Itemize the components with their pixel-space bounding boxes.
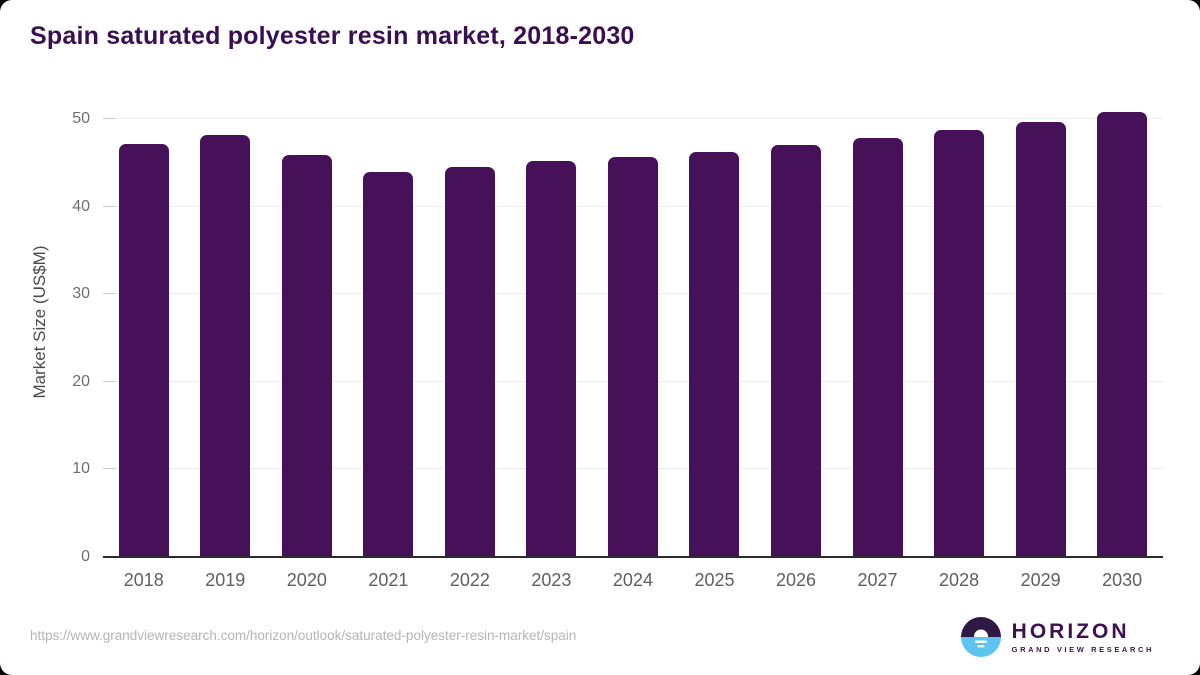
chart-title: Spain saturated polyester resin market, … bbox=[30, 22, 635, 50]
bar-2018[interactable] bbox=[118, 143, 169, 557]
bar-2025[interactable] bbox=[689, 152, 740, 557]
bar-2028[interactable] bbox=[934, 130, 985, 557]
x-tick-label-2027: 2027 bbox=[857, 570, 898, 590]
x-tick-label-2028: 2028 bbox=[939, 570, 980, 590]
horizon-logo-subtitle: GRAND VIEW RESEARCH bbox=[1011, 644, 1154, 654]
x-tick-label-2018: 2018 bbox=[123, 570, 164, 590]
x-tick-label-2026: 2026 bbox=[775, 570, 817, 590]
plot-area bbox=[103, 112, 1163, 558]
bar-column-2024 bbox=[592, 119, 674, 557]
x-tick-label-2024: 2024 bbox=[612, 570, 653, 590]
bar-2022[interactable] bbox=[444, 167, 495, 557]
horizon-logo-name: HORIZON bbox=[1011, 619, 1130, 643]
bar-2027[interactable] bbox=[852, 138, 903, 557]
bar-2024[interactable] bbox=[607, 156, 658, 557]
y-axis-tick-50 bbox=[103, 118, 115, 119]
x-axis-line bbox=[103, 556, 1163, 558]
x-tick-label-2022: 2022 bbox=[449, 570, 490, 590]
y-axis-tick-labels: 0 10 20 30 40 50 bbox=[0, 110, 90, 565]
x-tick-label-2023: 2023 bbox=[531, 570, 572, 590]
y-axis-tick-40 bbox=[103, 205, 115, 207]
bar-column-2025 bbox=[674, 119, 756, 557]
x-tick-label-2020: 2020 bbox=[286, 570, 327, 590]
x-tick-label-2019: 2019 bbox=[205, 570, 246, 590]
y-tick-label-0: 0 bbox=[81, 548, 90, 565]
horizon-logo-text: HORIZON GRAND VIEW RESEARCH bbox=[1011, 619, 1154, 654]
y-tick-label-30: 30 bbox=[72, 285, 90, 303]
bar-column-2019 bbox=[185, 119, 267, 557]
bar-2026[interactable] bbox=[771, 145, 822, 557]
x-tick-label-2029: 2029 bbox=[1020, 570, 1061, 590]
x-tick-label-2030: 2030 bbox=[1102, 570, 1143, 590]
bar-column-2026 bbox=[755, 119, 837, 557]
horizon-logo: HORIZON GRAND VIEW RESEARCH bbox=[959, 615, 1154, 659]
bar-column-2030 bbox=[1081, 112, 1163, 557]
bar-2030[interactable] bbox=[1097, 112, 1148, 557]
source-url: https://www.grandviewresearch.com/horizo… bbox=[30, 628, 577, 643]
bar-column-2023 bbox=[511, 119, 593, 557]
bar-column-2028 bbox=[918, 119, 1000, 557]
bar-2023[interactable] bbox=[526, 161, 577, 557]
gridline-50 bbox=[103, 118, 1163, 119]
x-axis-tick-labels: 2018 2019 2020 2021 2022 2023 2024 2025 2026 2027… bbox=[103, 570, 1163, 591]
y-tick-label-40: 40 bbox=[72, 197, 90, 215]
bar-column-2029 bbox=[1000, 119, 1082, 557]
bar-2020[interactable] bbox=[281, 154, 332, 557]
x-tick-label-2021: 2021 bbox=[368, 570, 409, 590]
bar-column-2018 bbox=[103, 119, 185, 557]
bar-column-2022 bbox=[429, 119, 511, 557]
bar-2021[interactable] bbox=[363, 171, 414, 557]
y-axis-tick-10 bbox=[103, 468, 115, 470]
y-tick-label-50: 50 bbox=[72, 110, 90, 127]
x-tick-label-2025: 2025 bbox=[694, 570, 735, 590]
bar-2019[interactable] bbox=[200, 134, 251, 557]
bar-series bbox=[103, 112, 1163, 557]
y-tick-label-20: 20 bbox=[72, 372, 90, 390]
bar-column-2020 bbox=[266, 119, 348, 557]
horizon-logo-icon bbox=[960, 617, 1001, 657]
y-axis-tick-30 bbox=[103, 293, 115, 295]
y-axis-tick-20 bbox=[103, 380, 115, 382]
bar-column-2027 bbox=[837, 119, 919, 557]
bar-2029[interactable] bbox=[1015, 121, 1066, 557]
bar-column-2021 bbox=[348, 119, 430, 557]
y-tick-label-10: 10 bbox=[72, 460, 90, 478]
